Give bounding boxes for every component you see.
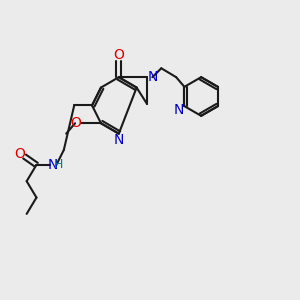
Text: O: O — [113, 49, 124, 62]
Text: O: O — [70, 116, 81, 130]
Text: H: H — [54, 158, 63, 171]
Text: N: N — [147, 70, 158, 84]
Text: N: N — [114, 133, 124, 147]
Text: N: N — [48, 158, 58, 172]
Text: O: O — [14, 147, 25, 161]
Text: N: N — [174, 103, 184, 117]
